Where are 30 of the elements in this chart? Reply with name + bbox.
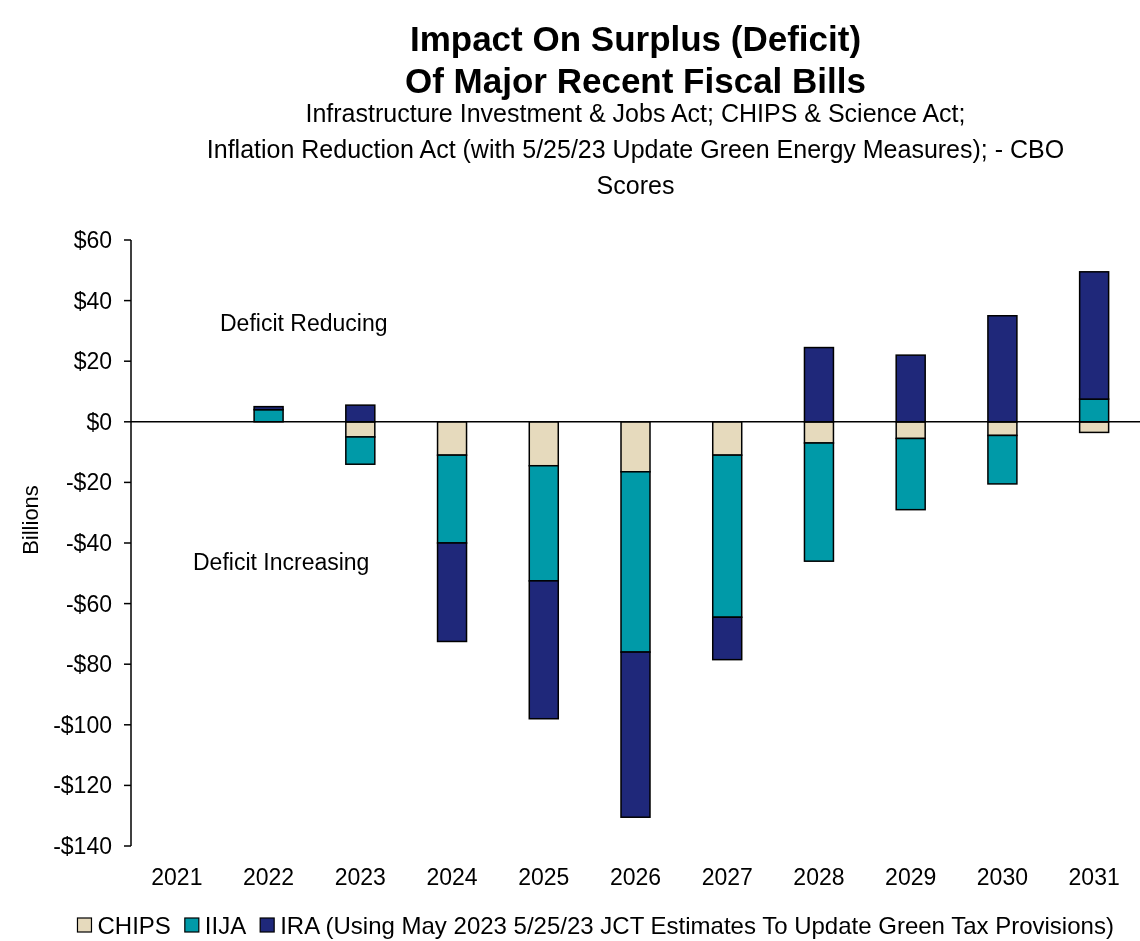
y-tick-label: $0: [86, 408, 112, 435]
legend-label: IRA (Using May 2023 5/25/23 JCT Estimates To Update Green Tax Provisions): [280, 911, 1114, 939]
x-tick-label: 2028: [793, 864, 845, 890]
x-tick-label: 2029: [885, 864, 937, 890]
y-tick-label: -$140: [53, 833, 112, 859]
y-tick-label: -$60: [65, 590, 112, 617]
x-tick-label: 2030: [976, 864, 1028, 890]
y-tick-label: -$20: [65, 469, 112, 496]
y-tick-label: -$120: [53, 772, 112, 799]
legend-label: IIJA: [204, 911, 247, 939]
y-tick-label: -$80: [65, 651, 112, 678]
x-tick-label: 2021: [151, 864, 203, 890]
legend-label: CHIPS: [97, 911, 171, 939]
y-tick-label: -$40: [65, 530, 112, 556]
x-tick-label: 2031: [1068, 864, 1120, 890]
y-tick-label: $20: [73, 348, 112, 375]
annotation: Deficit Increasing: [193, 549, 370, 575]
chart-title: Impact On Surplus (Deficit) Of Major Recent Fiscal Bills: [405, 18, 866, 100]
x-tick-label: 2024: [426, 864, 478, 890]
y-tick-label: -$100: [53, 711, 112, 738]
chart-subtitle: Infrastructure Investment & Jobs Act; CHIPS & Science Act; Inflation Reduction Act (with 5/25/23 Update Green Energy Measures); - CBO Scores: [206, 99, 1065, 199]
x-tick-label: 2026: [609, 864, 662, 890]
x-tick-label: 2027: [701, 864, 753, 890]
y-tick-label: $60: [73, 227, 112, 253]
y-tick-label: $40: [73, 287, 112, 314]
x-tick-label: 2025: [518, 864, 570, 890]
annotation: Deficit Reducing: [220, 310, 388, 336]
x-tick-label: 2023: [334, 864, 386, 890]
y-axis-title: Billions: [17, 485, 43, 555]
x-tick-label: 2022: [243, 864, 295, 890]
